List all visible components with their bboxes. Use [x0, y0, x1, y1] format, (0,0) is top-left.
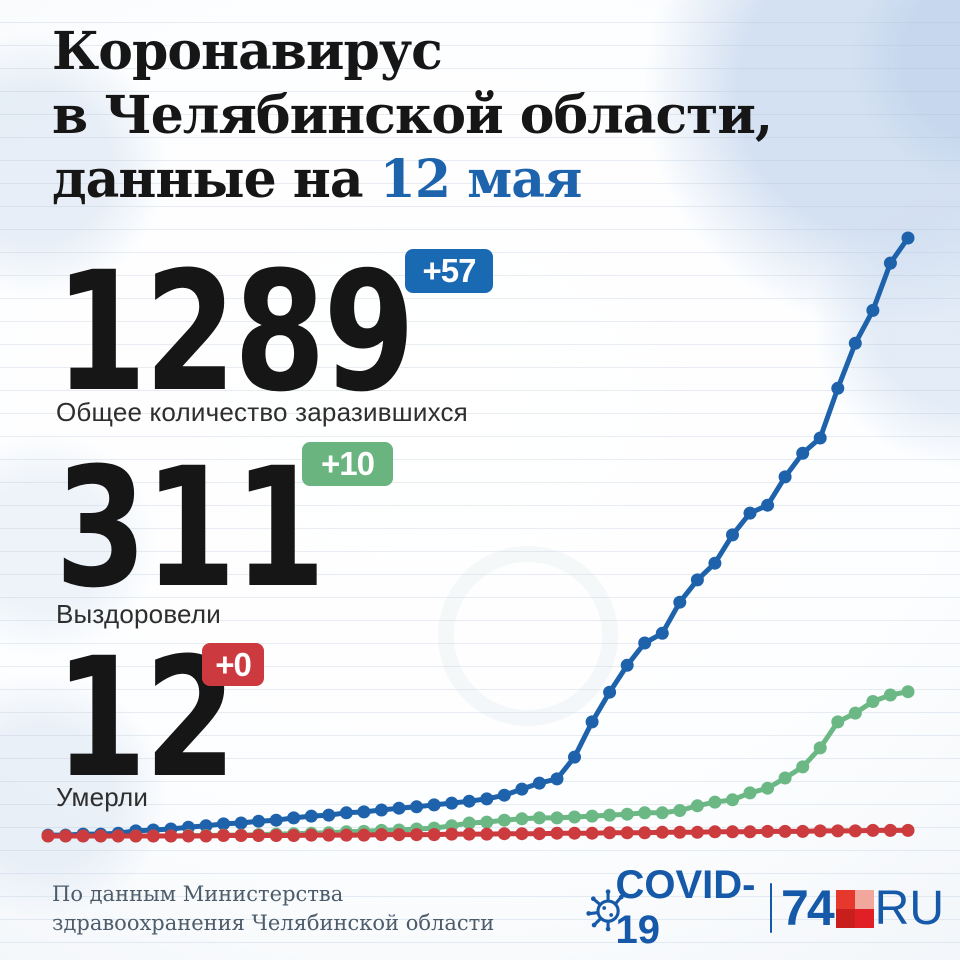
logo-divider — [769, 883, 773, 933]
source-line-1: По данным Министерства — [52, 882, 344, 906]
deaths-delta-badge: +0 — [202, 643, 264, 686]
square-quadrant-bl — [835, 909, 855, 928]
page-title: Коронавирус в Челябинской области, данны… — [52, 20, 773, 212]
source-line-2: здравоохранения Челябинской области — [52, 911, 495, 935]
footer-logos: COVID-19 74 RU — [584, 863, 944, 952]
recovered-label: Выздоровели — [56, 599, 221, 629]
square-quadrant-tr — [854, 890, 874, 909]
title-line-2: в Челябинской области, — [52, 85, 773, 146]
square-quadrant-tl — [835, 890, 855, 909]
title-line-1: Коронавирус — [52, 21, 443, 82]
infected-delta-badge: +57 — [405, 249, 493, 293]
site-logo-square-icon — [835, 890, 874, 928]
square-quadrant-br — [854, 909, 874, 928]
covid19-wordmark: COVID-19 — [615, 863, 756, 952]
title-line-3: данные на 12 мая — [52, 148, 772, 212]
infected-total-value: 1289 — [55, 236, 415, 428]
title-date-accent: 12 мая — [379, 149, 583, 210]
data-source-note: По данным Министерства здравоохранения Ч… — [52, 880, 494, 938]
title-date-prefix: данные на — [52, 149, 380, 210]
infected-label: Общее количество заразившихся — [56, 397, 468, 427]
recovered-total-value: 311 — [55, 432, 326, 624]
site-logo-ru: RU — [874, 881, 944, 935]
site-logo-74: 74 — [781, 880, 835, 936]
deaths-label: Умерли — [56, 782, 149, 812]
recovered-delta-badge: +10 — [302, 442, 393, 486]
coronavirus-icon — [586, 889, 624, 932]
